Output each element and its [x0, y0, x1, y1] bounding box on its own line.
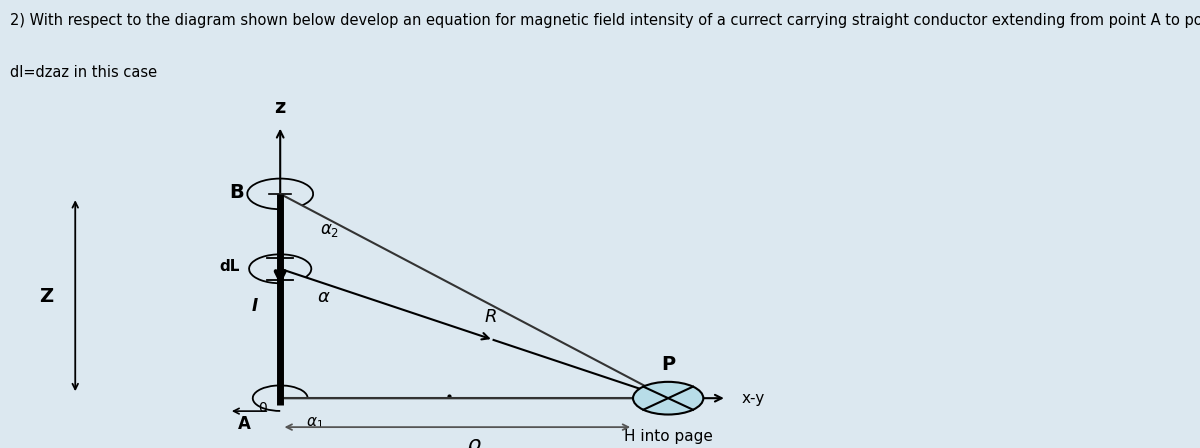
- Text: Z: Z: [40, 287, 53, 306]
- Text: A: A: [238, 414, 251, 432]
- Text: $\alpha_2$: $\alpha_2$: [320, 221, 340, 239]
- Text: 2) With respect to the diagram shown below develop an equation for magnetic fiel: 2) With respect to the diagram shown bel…: [10, 13, 1200, 28]
- Text: x-y: x-y: [742, 391, 764, 406]
- Text: B: B: [229, 183, 244, 202]
- Text: $\alpha_1$: $\alpha_1$: [306, 415, 324, 431]
- Text: H into page: H into page: [624, 429, 713, 444]
- Circle shape: [634, 382, 703, 414]
- Text: I: I: [252, 297, 258, 315]
- Text: $\alpha$: $\alpha$: [317, 288, 330, 306]
- Text: $\rho$: $\rho$: [467, 437, 482, 448]
- Text: dl=dzaz in this case: dl=dzaz in this case: [10, 65, 157, 80]
- Text: R: R: [484, 308, 497, 326]
- Text: dL: dL: [220, 258, 240, 274]
- Text: 0: 0: [258, 401, 268, 415]
- Text: P: P: [661, 355, 676, 374]
- Text: z: z: [275, 98, 286, 117]
